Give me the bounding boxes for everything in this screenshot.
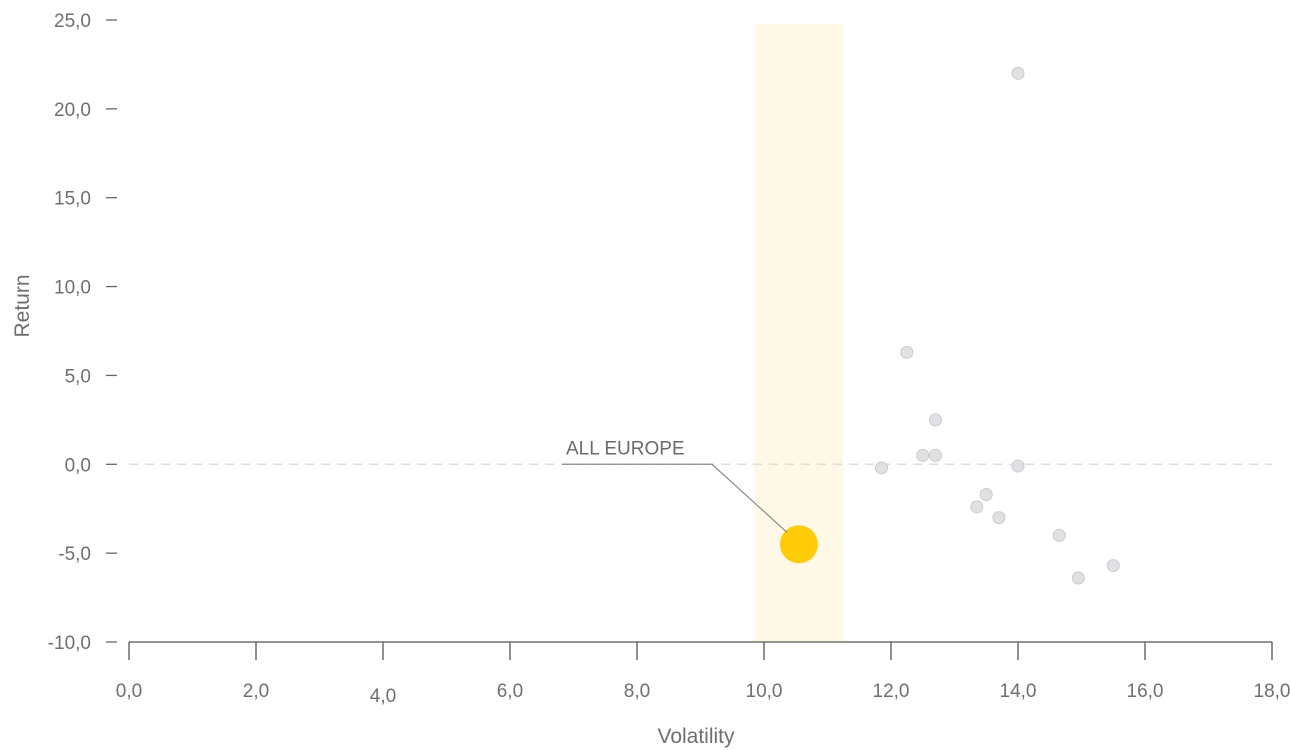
all-europe-leader-line [562,463,788,533]
x-axis-ticks: 0,0 2,0 4,0 6,0 8,0 10,0 12,0 14,0 16,0 18,0 [116,642,1290,707]
data-point [928,413,942,427]
y-tick-label: 10,0 [54,278,91,299]
x-tick-label: 6,0 [497,681,523,702]
data-point [1011,66,1025,80]
data-point [874,461,888,475]
y-axis-ticks: 25,0 20,0 15,0 10,0 5,0 0,0 -5,0 -10,0 [48,11,117,654]
data-point [992,511,1006,525]
data-point [1052,528,1066,542]
data-point [1071,571,1085,585]
x-tick-label: 10,0 [746,681,783,702]
data-point [928,448,942,462]
data-point [970,500,984,514]
x-tick-label: 14,0 [1000,681,1037,702]
data-point [979,487,993,501]
y-tick-label: -5,0 [58,544,91,565]
y-tick-label: -10,0 [48,633,91,654]
annotation-layer: ALL EUROPE [562,438,788,533]
y-tick-label: 15,0 [54,189,91,210]
y-tick-label: 20,0 [54,100,91,121]
x-tick-label: 8,0 [624,681,650,702]
y-axis-title: Return [11,274,34,337]
y-tick-label: 0,0 [65,455,91,476]
all-europe-label: ALL EUROPE [566,438,685,459]
x-tick-label: 2,0 [243,681,269,702]
x-tick-label: 0,0 [116,681,142,702]
y-tick-label: 25,0 [54,11,91,32]
x-axis-title: Volatility [657,725,735,748]
data-point [916,448,930,462]
x-tick-label: 18,0 [1254,681,1290,702]
all-europe-point [779,525,818,564]
y-tick-label: 5,0 [65,366,91,387]
data-point [1106,559,1120,573]
x-tick-label: 4,0 [370,686,396,707]
x-tick-label: 12,0 [873,681,910,702]
data-point [1011,459,1025,473]
data-points [779,66,1120,585]
x-tick-label: 16,0 [1127,681,1164,702]
data-point [900,345,914,359]
